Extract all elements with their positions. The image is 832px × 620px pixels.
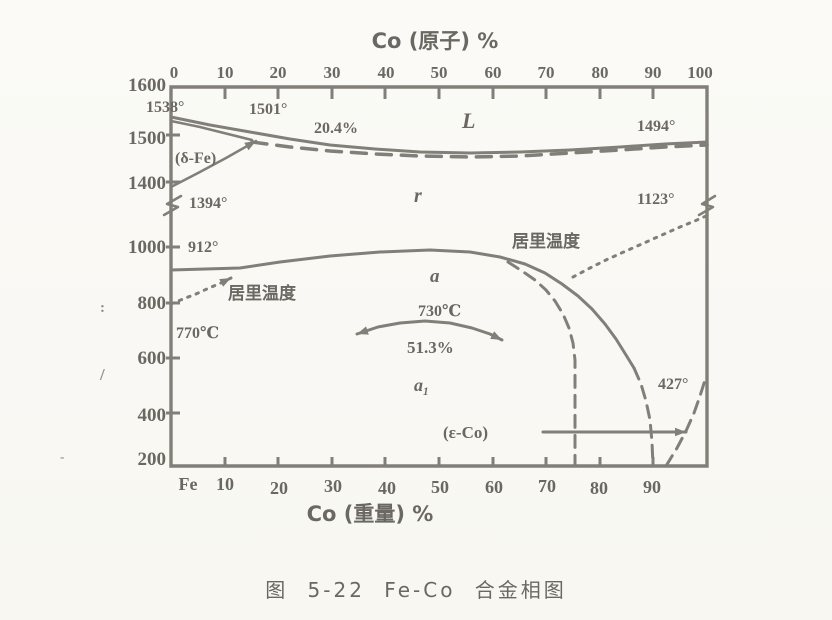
figure-caption: 图 5-22 Fe-Co 合金相图 [265, 578, 567, 602]
arrowhead [244, 141, 256, 151]
left-tick-label: 400 [138, 405, 167, 426]
top-tick-label: 60 [485, 63, 502, 82]
top-tick-label: 70 [538, 63, 555, 82]
arrowhead [675, 427, 686, 437]
left-tick-label: 1500 [128, 128, 166, 149]
left-tick-label: 200 [138, 449, 167, 470]
label-point-51-3pct: 51.3% [407, 338, 454, 357]
arrowhead [490, 331, 502, 340]
curve-ordering-arc-730 [355, 319, 504, 342]
label-point-1123: 1123° [637, 191, 675, 208]
top-tick-label: 100 [687, 63, 713, 82]
curve-epsilon-boundary [664, 378, 707, 468]
top-tick-label: 10 [217, 63, 234, 82]
bottom-tick-label: 30 [324, 476, 342, 496]
curve-liquidus [169, 115, 709, 155]
scan-mark-dot: - [60, 449, 64, 464]
label-point-730: 730℃ [418, 303, 461, 320]
label-point-20-4pct: 20.4% [314, 120, 358, 137]
phase-diagram-svg: 0 10 20 30 40 50 60 70 80 90 100 Fe 10 20 30 40 50 60 70 80… [60, 29, 717, 526]
curve-gamma-alpha-boundary [169, 248, 636, 370]
label-point-427: 427° [658, 376, 688, 393]
label-curie-label-left: 居里温度 [228, 283, 297, 304]
left-tick-label: 1400 [128, 173, 166, 194]
plot-border [169, 85, 709, 468]
label-point-770: 770℃ [176, 325, 219, 342]
top-tick-label: 90 [645, 63, 662, 82]
bottom-tick-label: Fe [179, 474, 198, 494]
label-point-1538: 1538° [146, 99, 184, 116]
left-tick-label: 600 [138, 348, 167, 369]
curve-axis-break-right [697, 194, 717, 217]
label-point-1494: 1494° [637, 118, 675, 135]
bottom-tick-label: 80 [590, 478, 608, 498]
curve-delta-solidus [169, 119, 254, 142]
label-bottom-axis-title: Co (重量) % [307, 502, 434, 526]
bottom-tick-label: 20 [270, 478, 288, 498]
label-region-alpha: a [430, 266, 440, 287]
label-region-epsilon-co: (ε-Co) [443, 423, 488, 442]
curve-curie-line-right [571, 214, 708, 279]
top-tick-label: 0 [170, 63, 179, 82]
curve-axis-break-left [162, 194, 183, 217]
left-tick-label: 1000 [128, 237, 166, 258]
scan-mark-slash: / [99, 365, 105, 384]
label-point-912: 912° [188, 239, 218, 256]
label-region-liquid: L [461, 108, 475, 133]
left-tick-label: 1600 [128, 75, 166, 96]
label-top-axis-title: Co (原子) % [372, 29, 499, 53]
label-region-delta-fe: (δ-Fe) [175, 150, 216, 167]
curve-delta-gamma-boundary [169, 139, 258, 189]
top-tick-label: 40 [378, 63, 395, 82]
top-tick-label: 50 [431, 63, 448, 82]
left-tick-label: 800 [138, 293, 167, 314]
arrowhead [357, 326, 369, 335]
label-point-1501: 1501° [249, 101, 287, 118]
label-point-1394: 1394° [189, 195, 227, 212]
label-region-alpha1: a1 [414, 375, 429, 398]
arrowhead [219, 278, 231, 287]
scan-mark-colon: : [100, 300, 105, 316]
bottom-tick-label: 90 [643, 477, 661, 497]
bottom-tick-label: 40 [378, 478, 396, 498]
bottom-tick-label: 60 [485, 477, 503, 497]
top-tick-label: 20 [270, 63, 287, 82]
bottom-tick-label: 70 [538, 476, 556, 496]
top-tick-label: 30 [324, 63, 341, 82]
curve-gamma-alpha-boundary-lower [632, 366, 655, 468]
top-tick-label: 80 [592, 63, 609, 82]
bottom-tick-label: 50 [431, 477, 449, 497]
curve-alpha-phase-limit [506, 260, 577, 468]
bottom-tick-label: 10 [216, 474, 234, 494]
label-curie-label-right: 居里温度 [512, 231, 581, 252]
curve-solidus [250, 140, 709, 159]
label-region-gamma: r [414, 185, 422, 207]
